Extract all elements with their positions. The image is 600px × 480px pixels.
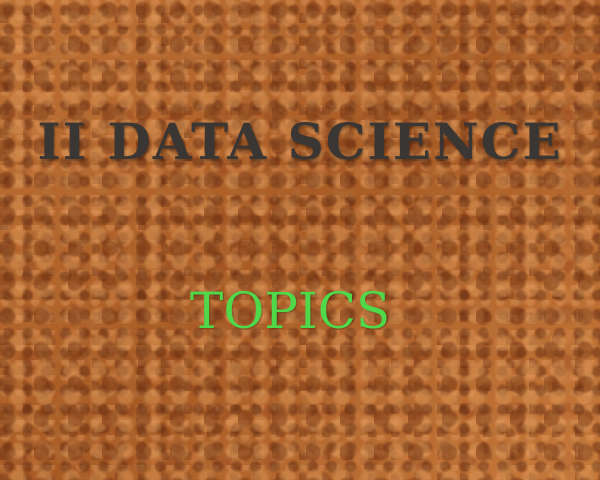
slide-subtitle: TOPICS: [190, 282, 391, 340]
slide-title: II DATA SCIENCE: [37, 112, 563, 171]
